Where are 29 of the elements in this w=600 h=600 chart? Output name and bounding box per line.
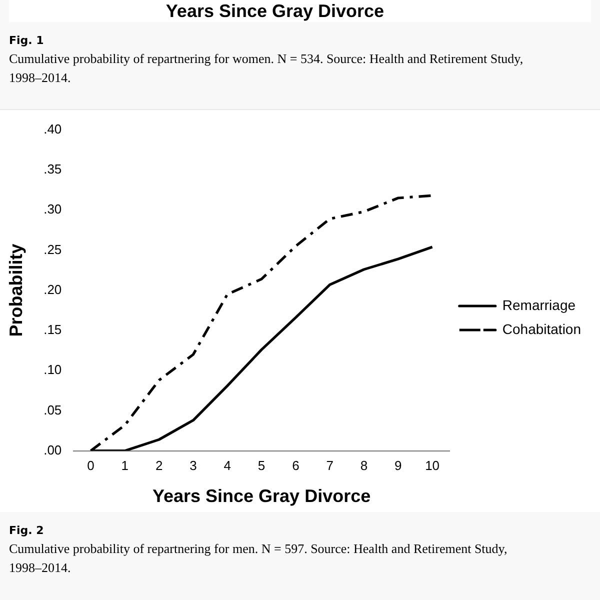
x-tick-label: 0 [87,458,94,474]
legend-label: Cohabitation [502,320,582,337]
y-tick-label: .40 [44,121,62,136]
y-tick-label: .15 [44,322,62,338]
y-tick-label: .35 [44,162,62,177]
x-tick-label: 7 [326,458,334,474]
legend-label: Remarriage [502,296,576,313]
x-tick-label: 8 [360,458,368,474]
x-tick-label: 4 [224,458,231,474]
y-tick-label: .00 [44,442,62,458]
text: Years Since Gray Divorce [9,0,591,22]
y-axis-title: Probability [6,244,26,337]
caption: Fig. 2 [9,524,45,537]
x-tick-label: 5 [258,458,266,474]
x-tick-label: 2 [155,458,163,474]
text: Cumulative probability of repartnering for women. N = 534. Source: Health and Retirement Study, 1998–2014. [9,50,524,87]
x-tick-label: 9 [394,458,402,474]
x-tick-label: 6 [292,458,300,474]
x-axis-title: Years Since Gray Divorce [152,486,371,506]
x-tick-label: 1 [121,458,129,474]
y-tick-label: .20 [44,282,62,297]
y-tick-label: .05 [44,402,62,418]
y-tick-label: .25 [44,242,62,257]
y-tick-label: .30 [44,202,62,217]
text: Cumulative probability of repartnering for men. N = 597. Source: Health and Retirement Study, 1998–2014. [9,540,508,577]
x-tick-label: 3 [190,458,197,474]
y-tick-label: .10 [44,362,62,378]
caption: Fig. 1 [9,34,45,47]
x-tick-label: 10 [425,458,440,474]
